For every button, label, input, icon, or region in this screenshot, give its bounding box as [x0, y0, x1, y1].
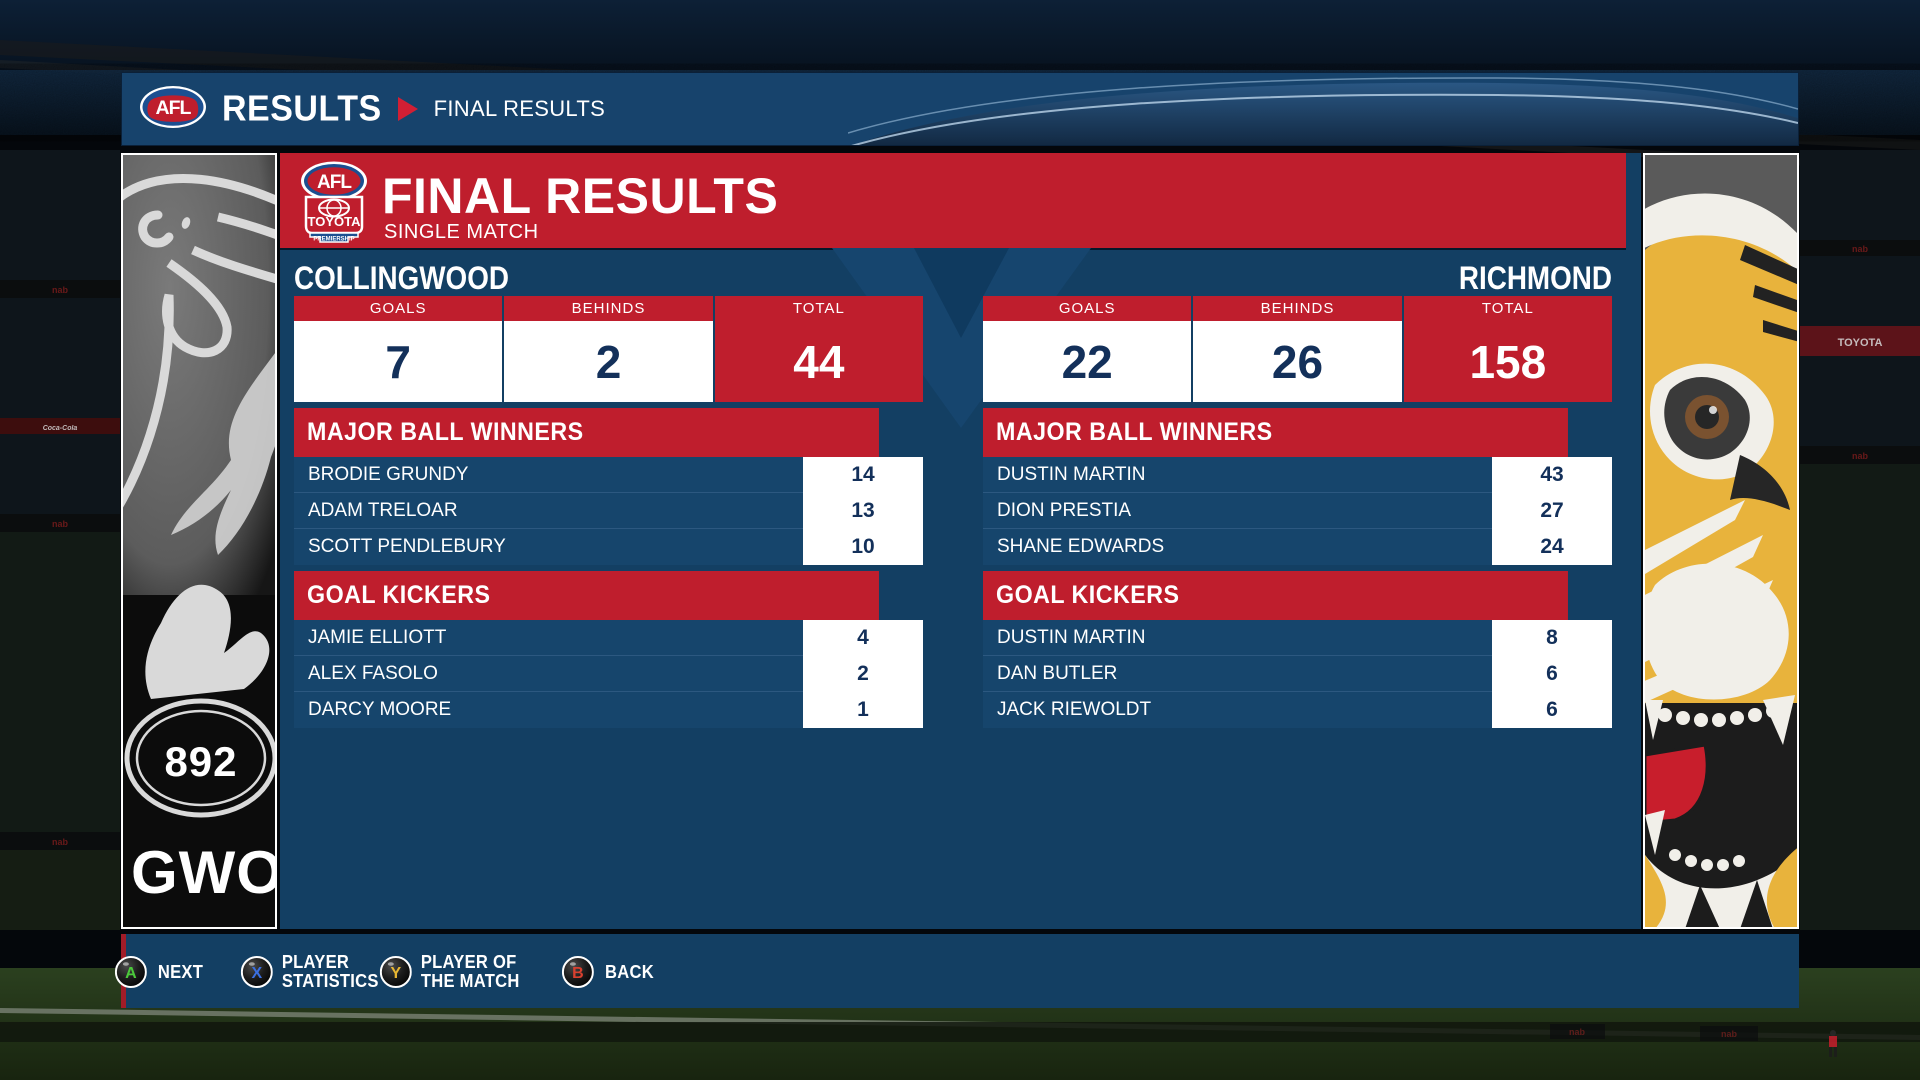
- svg-text:nab: nab: [52, 837, 69, 847]
- svg-text:892: 892: [164, 738, 237, 785]
- svg-text:TOYOTA: TOYOTA: [308, 214, 362, 229]
- svg-text:TOYOTA: TOYOTA: [1838, 337, 1883, 349]
- svg-text:nab: nab: [52, 285, 69, 295]
- svg-text:AFL: AFL: [317, 172, 352, 193]
- svg-text:PREMIERSHIP: PREMIERSHIP: [313, 237, 354, 243]
- svg-text:X: X: [251, 965, 262, 982]
- svg-text:Coca-Cola: Coca-Cola: [43, 425, 78, 432]
- svg-text:nab: nab: [1852, 451, 1869, 461]
- svg-text:AFL: AFL: [156, 97, 192, 119]
- svg-text:GWO: GWO: [131, 839, 277, 906]
- svg-text:A: A: [125, 965, 137, 982]
- svg-text:nab: nab: [1852, 244, 1869, 254]
- svg-text:Y: Y: [390, 965, 401, 982]
- svg-text:nab: nab: [1721, 1029, 1738, 1039]
- svg-text:B: B: [572, 965, 584, 982]
- svg-text:nab: nab: [1569, 1027, 1586, 1037]
- svg-text:nab: nab: [52, 519, 69, 529]
